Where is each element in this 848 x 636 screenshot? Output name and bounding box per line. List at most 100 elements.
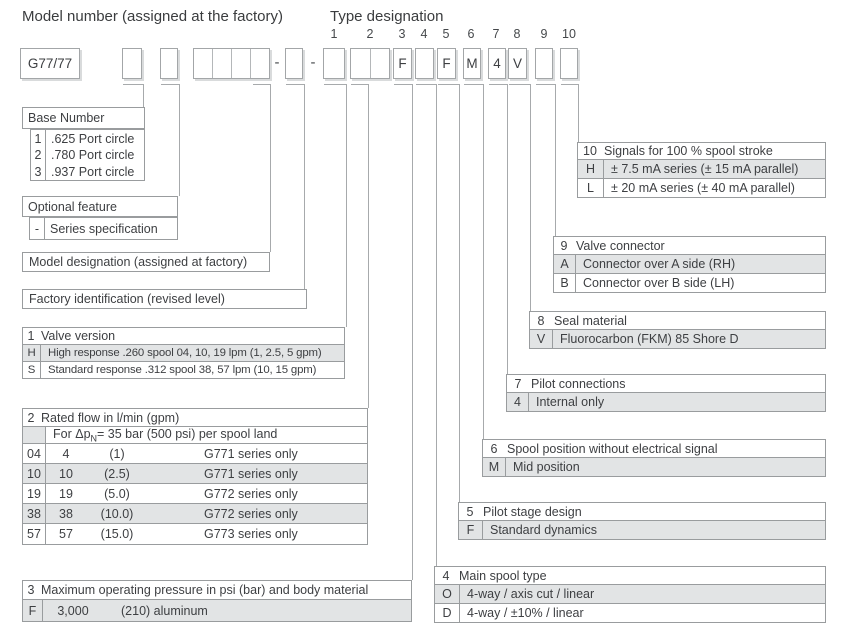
dash-separator: - — [310, 54, 316, 71]
code-cell: B — [554, 274, 576, 292]
table-body: - Series specification — [29, 217, 178, 240]
table-header: 4 Main spool type — [434, 566, 826, 585]
table-row: S Standard response .312 spool 38, 57 lp… — [22, 362, 345, 379]
table-number: 4 — [442, 568, 450, 583]
connector-line — [412, 84, 413, 580]
type-value-8: V — [512, 56, 522, 71]
connector-line — [561, 84, 578, 85]
max-pressure-table: 3 Maximum operating pressure in psi (bar… — [22, 580, 412, 622]
pressure-value-cell: 3,000 — [57, 603, 89, 618]
desc-cell: ± 7.5 mA series (± 15 mA parallel) — [611, 162, 799, 176]
code-cell: V — [530, 330, 553, 348]
code-cell: O — [435, 585, 460, 603]
table-row: 38 38 (10.0) G772 series only — [22, 504, 368, 524]
connector-line — [464, 84, 483, 85]
digit-cell — [371, 49, 390, 78]
flow-gpm-cell: (2.5) — [104, 466, 130, 481]
table-row: - Series specification — [30, 218, 177, 239]
table-row: F Standard dynamics — [458, 521, 826, 540]
connector-line — [346, 84, 347, 327]
table-title: Main spool type — [459, 568, 547, 583]
connector-line — [436, 84, 437, 566]
table-number: 6 — [490, 441, 498, 456]
flow-gpm-cell: (1) — [109, 446, 125, 461]
table-row: L ± 20 mA series (± 40 mA parallel) — [577, 179, 826, 198]
code-cell: H — [578, 160, 604, 178]
factory-identification-label: Factory identification (revised level) — [22, 289, 307, 309]
code-cell: A — [554, 255, 576, 273]
flow-lpm-cell: 10 — [59, 466, 73, 481]
desc-cell: 4-way / axis cut / linear — [467, 587, 595, 601]
main-spool-type-table: 4 Main spool type O 4-way / axis cut / l… — [434, 566, 826, 623]
connector-line — [509, 84, 530, 85]
table-row: M Mid position — [482, 458, 826, 477]
connector-line — [394, 84, 412, 85]
flow-gpm-cell: (5.0) — [104, 486, 130, 501]
position-number-6: 6 — [467, 27, 475, 41]
table-header: 10 Signals for 100 % spool stroke — [577, 142, 826, 160]
model-number-title: Model number (assigned at the factory) — [22, 8, 283, 25]
table-row: H High response .260 spool 04, 10, 19 lp… — [22, 345, 345, 362]
series-cell: G771 series only — [204, 446, 298, 461]
desc-cell: (210) aluminum — [121, 603, 208, 618]
position-number-3: 3 — [398, 27, 406, 41]
position-number-8: 8 — [513, 27, 521, 41]
pilot-connections-table: 7 Pilot connections 4 Internal only — [506, 374, 826, 412]
desc-cell: Standard response .312 spool 38, 57 lpm … — [48, 364, 317, 376]
base-model-box: G77/77 — [20, 48, 80, 79]
code-cell: 19 — [23, 484, 46, 503]
connector-line — [270, 84, 271, 252]
position-number-1: 1 — [330, 27, 338, 41]
code-cell: 04 — [23, 444, 46, 463]
dash-separator: - — [274, 54, 280, 71]
type-box-8-seal-material: V — [508, 48, 527, 79]
position-number-4: 4 — [420, 27, 428, 41]
table-row: 57 57 (15.0) G773 series only — [22, 524, 368, 545]
series-cell: G773 series only — [204, 527, 298, 541]
table-subheader-row: For ΔpN= 35 bar (500 psi) per spool land — [22, 427, 368, 444]
table-title: Rated flow in l/min (gpm) — [41, 410, 180, 425]
table-number: 2 — [27, 410, 35, 425]
table-header: 6 Spool position without electrical sign… — [482, 439, 826, 458]
connector-line — [530, 84, 531, 311]
desc-cell: Connector over B side (LH) — [583, 276, 735, 290]
connector-line — [143, 84, 144, 107]
connector-line — [324, 84, 346, 85]
code-cell: 2 — [31, 147, 46, 163]
table-row: 3 .937 Port circle — [31, 163, 144, 180]
desc-cell: High response .260 spool 04, 10, 19 lpm … — [48, 347, 322, 359]
type-box-2-rated-flow — [350, 48, 390, 79]
connector-line — [253, 84, 270, 85]
factory-identification-digit-box — [285, 48, 303, 79]
table-row: 04 4 (1) G771 series only — [22, 444, 368, 464]
base-number-digit-box — [122, 48, 142, 79]
type-box-10-signals — [560, 48, 578, 79]
table-row: H ± 7.5 mA series (± 15 mA parallel) — [577, 160, 826, 179]
digit-cell — [213, 49, 232, 78]
table-row: 2 .780 Port circle — [31, 147, 144, 163]
subheader-rest: = 35 bar (500 psi) per spool land — [97, 426, 278, 441]
signals-table: 10 Signals for 100 % spool stroke H ± 7.… — [577, 142, 826, 198]
table-row: V Fluorocarbon (FKM) 85 Shore D — [529, 330, 826, 349]
flow-lpm-cell: 4 — [62, 446, 70, 461]
connector-line — [179, 84, 180, 196]
connector-line — [368, 84, 369, 408]
spool-position-table: 6 Spool position without electrical sign… — [482, 439, 826, 477]
position-number-5: 5 — [442, 27, 450, 41]
desc-cell: .937 Port circle — [51, 164, 135, 179]
desc-cell: .780 Port circle — [51, 148, 135, 162]
code-cell: 4 — [507, 393, 529, 411]
table-row: 10 10 (2.5) G771 series only — [22, 464, 368, 484]
desc-cell: Internal only — [536, 395, 605, 409]
subheader-cell: For ΔpN= 35 bar (500 psi) per spool land — [46, 427, 367, 444]
type-value-5: F — [442, 56, 451, 71]
table-title: Seal material — [554, 313, 627, 328]
position-number-7: 7 — [492, 27, 500, 41]
connector-line — [483, 84, 484, 439]
table-number: 5 — [466, 504, 474, 519]
table-title: Spool position without electrical signal — [507, 441, 718, 456]
optional-feature-table: Optional feature - Series specification — [22, 196, 178, 240]
model-designation-label: Model designation (assigned at factory) — [22, 252, 270, 272]
code-cell: F — [459, 521, 483, 539]
flow-lpm-cell: 19 — [59, 486, 73, 501]
